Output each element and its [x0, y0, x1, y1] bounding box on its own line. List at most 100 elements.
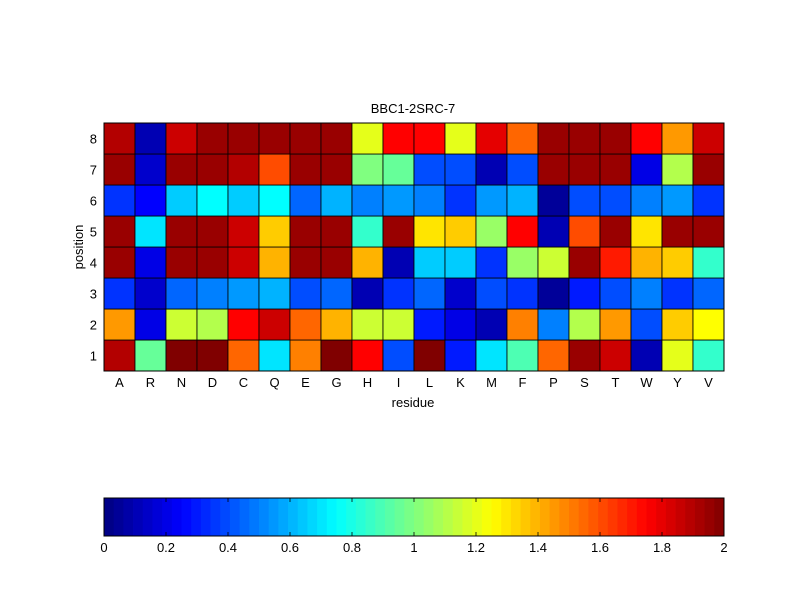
- colorbar-step: [617, 498, 628, 536]
- heatmap-cell: [227, 215, 260, 248]
- heatmap-cell: [258, 184, 291, 217]
- heatmap-cell: [444, 308, 477, 341]
- heatmap-cell: [537, 215, 570, 248]
- y-tick-label: 3: [90, 287, 97, 302]
- heatmap-cell: [568, 246, 601, 279]
- x-tick-label: P: [549, 375, 558, 390]
- heatmap-cell: [227, 339, 260, 372]
- heatmap-cell: [475, 184, 508, 217]
- colorbar-step: [607, 498, 618, 536]
- heatmap-cell: [506, 308, 539, 341]
- x-tick-label: M: [486, 375, 497, 390]
- x-tick-label: R: [146, 375, 155, 390]
- plot-frame: [103, 122, 725, 372]
- y-tick-labels: 1 2 3 4 5 6 7 8: [90, 132, 97, 364]
- heatmap-cell: [351, 246, 384, 279]
- heatmap-cell: [599, 246, 632, 279]
- heatmap-cell: [475, 339, 508, 372]
- heatmap-cell: [413, 339, 446, 372]
- heatmap-cell: [258, 153, 291, 186]
- x-tick-label: A: [115, 375, 124, 390]
- y-tick-label: 5: [90, 225, 97, 240]
- heatmap-cell: [382, 308, 415, 341]
- heatmap-cell: [444, 184, 477, 217]
- y-tick-label: 4: [90, 256, 97, 271]
- colorbar-step: [675, 498, 686, 536]
- colorbar-step: [510, 498, 521, 536]
- colorbar-step: [423, 498, 434, 536]
- colorbar-step: [268, 498, 279, 536]
- heatmap-cell: [599, 277, 632, 310]
- heatmap-cell: [413, 308, 446, 341]
- heatmap-cell: [289, 308, 322, 341]
- colorbar-step: [539, 498, 551, 536]
- heatmap-cell: [258, 215, 291, 248]
- heatmap-cell: [165, 277, 198, 310]
- colorbar-step: [210, 498, 221, 536]
- heatmap-cell: [630, 246, 663, 279]
- heatmap-cell: [258, 277, 291, 310]
- heatmap-cell: [165, 215, 198, 248]
- heatmap-cell: [134, 246, 167, 279]
- x-tick-label: L: [426, 375, 433, 390]
- chart-title: BBC1-2SRC-7: [371, 101, 456, 116]
- heatmap-cell: [599, 339, 632, 372]
- heatmap-cell: [506, 246, 539, 279]
- heatmap-cell: [103, 277, 136, 310]
- heatmap-cell: [196, 277, 229, 310]
- colorbar-step: [200, 498, 211, 536]
- heatmap-cell: [692, 308, 725, 341]
- heatmap-cell: [227, 153, 260, 186]
- colorbar-step: [229, 498, 241, 536]
- colorbar-step: [259, 498, 270, 536]
- heatmap-cell: [630, 277, 663, 310]
- heatmap-cell: [630, 308, 663, 341]
- heatmap-cell: [289, 215, 322, 248]
- colorbar-step: [501, 498, 512, 536]
- heatmap-cell: [630, 339, 663, 372]
- heatmap-cell: [444, 277, 477, 310]
- heatmap-cell: [413, 122, 446, 155]
- heatmap-cells: [103, 122, 725, 372]
- heatmap-cell: [196, 339, 229, 372]
- colorbar-step: [714, 498, 725, 536]
- heatmap-cell: [599, 122, 632, 155]
- heatmap-cell: [413, 277, 446, 310]
- heatmap-cell: [103, 153, 136, 186]
- colorbar-tick-label: 2: [720, 540, 727, 555]
- colorbar-step: [375, 498, 386, 536]
- heatmap-cell: [382, 184, 415, 217]
- colorbar-tick-label: 0.2: [157, 540, 175, 555]
- heatmap-cell: [196, 122, 229, 155]
- colorbar-step: [191, 498, 202, 536]
- heatmap-cell: [103, 122, 136, 155]
- heatmap-cell: [506, 277, 539, 310]
- colorbar-step: [481, 498, 492, 536]
- heatmap-cell: [103, 246, 136, 279]
- heatmap-cell: [661, 277, 694, 310]
- x-tick-label: C: [239, 375, 248, 390]
- heatmap-cell: [692, 277, 725, 310]
- heatmap-cell: [227, 122, 260, 155]
- y-axis-label: position: [71, 225, 86, 270]
- x-tick-label: I: [397, 375, 401, 390]
- heatmap-cell: [320, 153, 353, 186]
- colorbar-step: [627, 498, 638, 536]
- heatmap-cell: [227, 246, 260, 279]
- heatmap-cell: [475, 246, 508, 279]
- x-tick-label: S: [580, 375, 589, 390]
- heatmap-cell: [320, 246, 353, 279]
- colorbar-step: [152, 498, 163, 536]
- colorbar-tick-label: 0.8: [343, 540, 361, 555]
- heatmap-cell: [289, 122, 322, 155]
- heatmap-cell: [537, 184, 570, 217]
- heatmap-cell: [568, 122, 601, 155]
- y-tick-label: 8: [90, 132, 97, 147]
- x-tick-label: H: [363, 375, 372, 390]
- heatmap-cell: [475, 277, 508, 310]
- heatmap-cell: [320, 308, 353, 341]
- heatmap-cell: [506, 215, 539, 248]
- colorbar-step: [404, 498, 415, 536]
- heatmap-cell: [382, 277, 415, 310]
